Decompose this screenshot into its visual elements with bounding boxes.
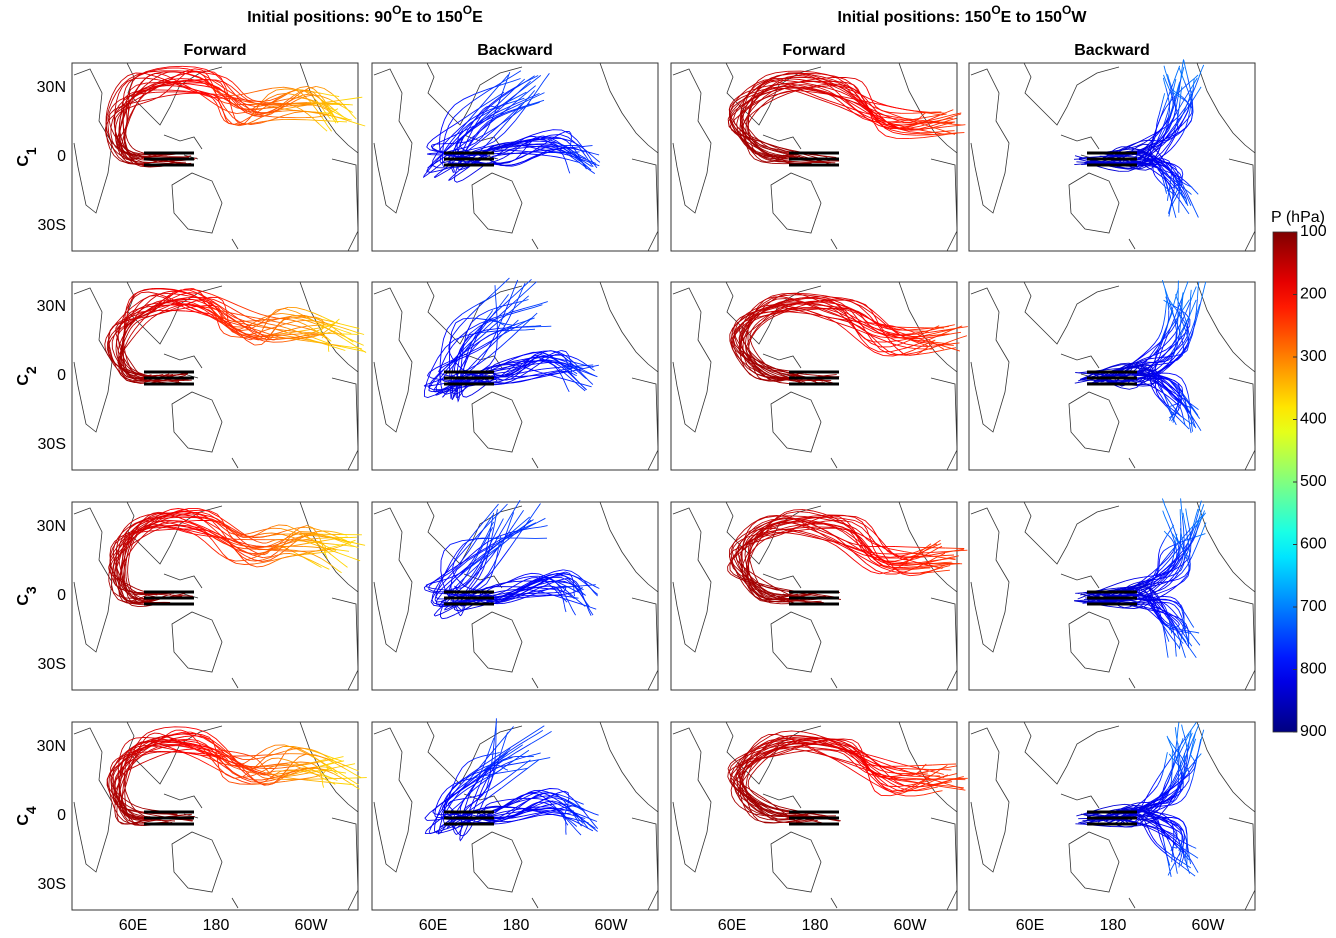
map-panel (72, 502, 365, 690)
map-panel (372, 63, 658, 251)
title-part: E to 150 (401, 9, 462, 26)
trajectory (156, 92, 184, 93)
map-panel (671, 502, 967, 690)
trajectory (128, 567, 129, 578)
trajectory (1091, 162, 1104, 163)
title-part: Initial positions: 150 (838, 9, 992, 26)
map-panel (72, 282, 366, 470)
trajectory (945, 548, 964, 549)
map-panel (671, 282, 968, 470)
panels (72, 59, 1255, 910)
trajectory (1112, 162, 1129, 163)
title-part: O (991, 3, 1000, 17)
map-panel (969, 59, 1255, 251)
title-part: E to 150 (1001, 9, 1062, 26)
trajectory (187, 297, 206, 298)
map-panel (72, 63, 365, 251)
trajectory (936, 113, 945, 114)
trajectory (175, 304, 191, 305)
trajectory (159, 311, 186, 312)
trajectory (1142, 164, 1156, 165)
trajectory (116, 547, 117, 566)
map-panel (969, 280, 1255, 470)
title-part: Initial positions: 90 (247, 9, 392, 26)
group-title: Initial positions: 90OE to 150OE (247, 3, 483, 26)
trajectory (439, 136, 440, 149)
map-panel (372, 500, 658, 690)
map-panel (372, 278, 658, 470)
map-panel (969, 498, 1255, 690)
title-part: W (1071, 9, 1087, 26)
trajectory (169, 157, 184, 158)
trajectory (455, 586, 456, 587)
trajectory (323, 335, 324, 337)
title-part: O (463, 3, 472, 17)
trajectory (1180, 509, 1181, 522)
group-title: Initial positions: 150OE to 150OW (838, 3, 1088, 26)
trajectory (342, 334, 359, 335)
trajectory (791, 380, 814, 381)
map-panel (671, 63, 965, 251)
trajectory (448, 163, 465, 164)
title-part: O (392, 3, 401, 17)
title-part: E (472, 9, 483, 26)
title-part: O (1062, 3, 1071, 17)
trajectory (586, 146, 593, 147)
trajectory (440, 158, 441, 162)
